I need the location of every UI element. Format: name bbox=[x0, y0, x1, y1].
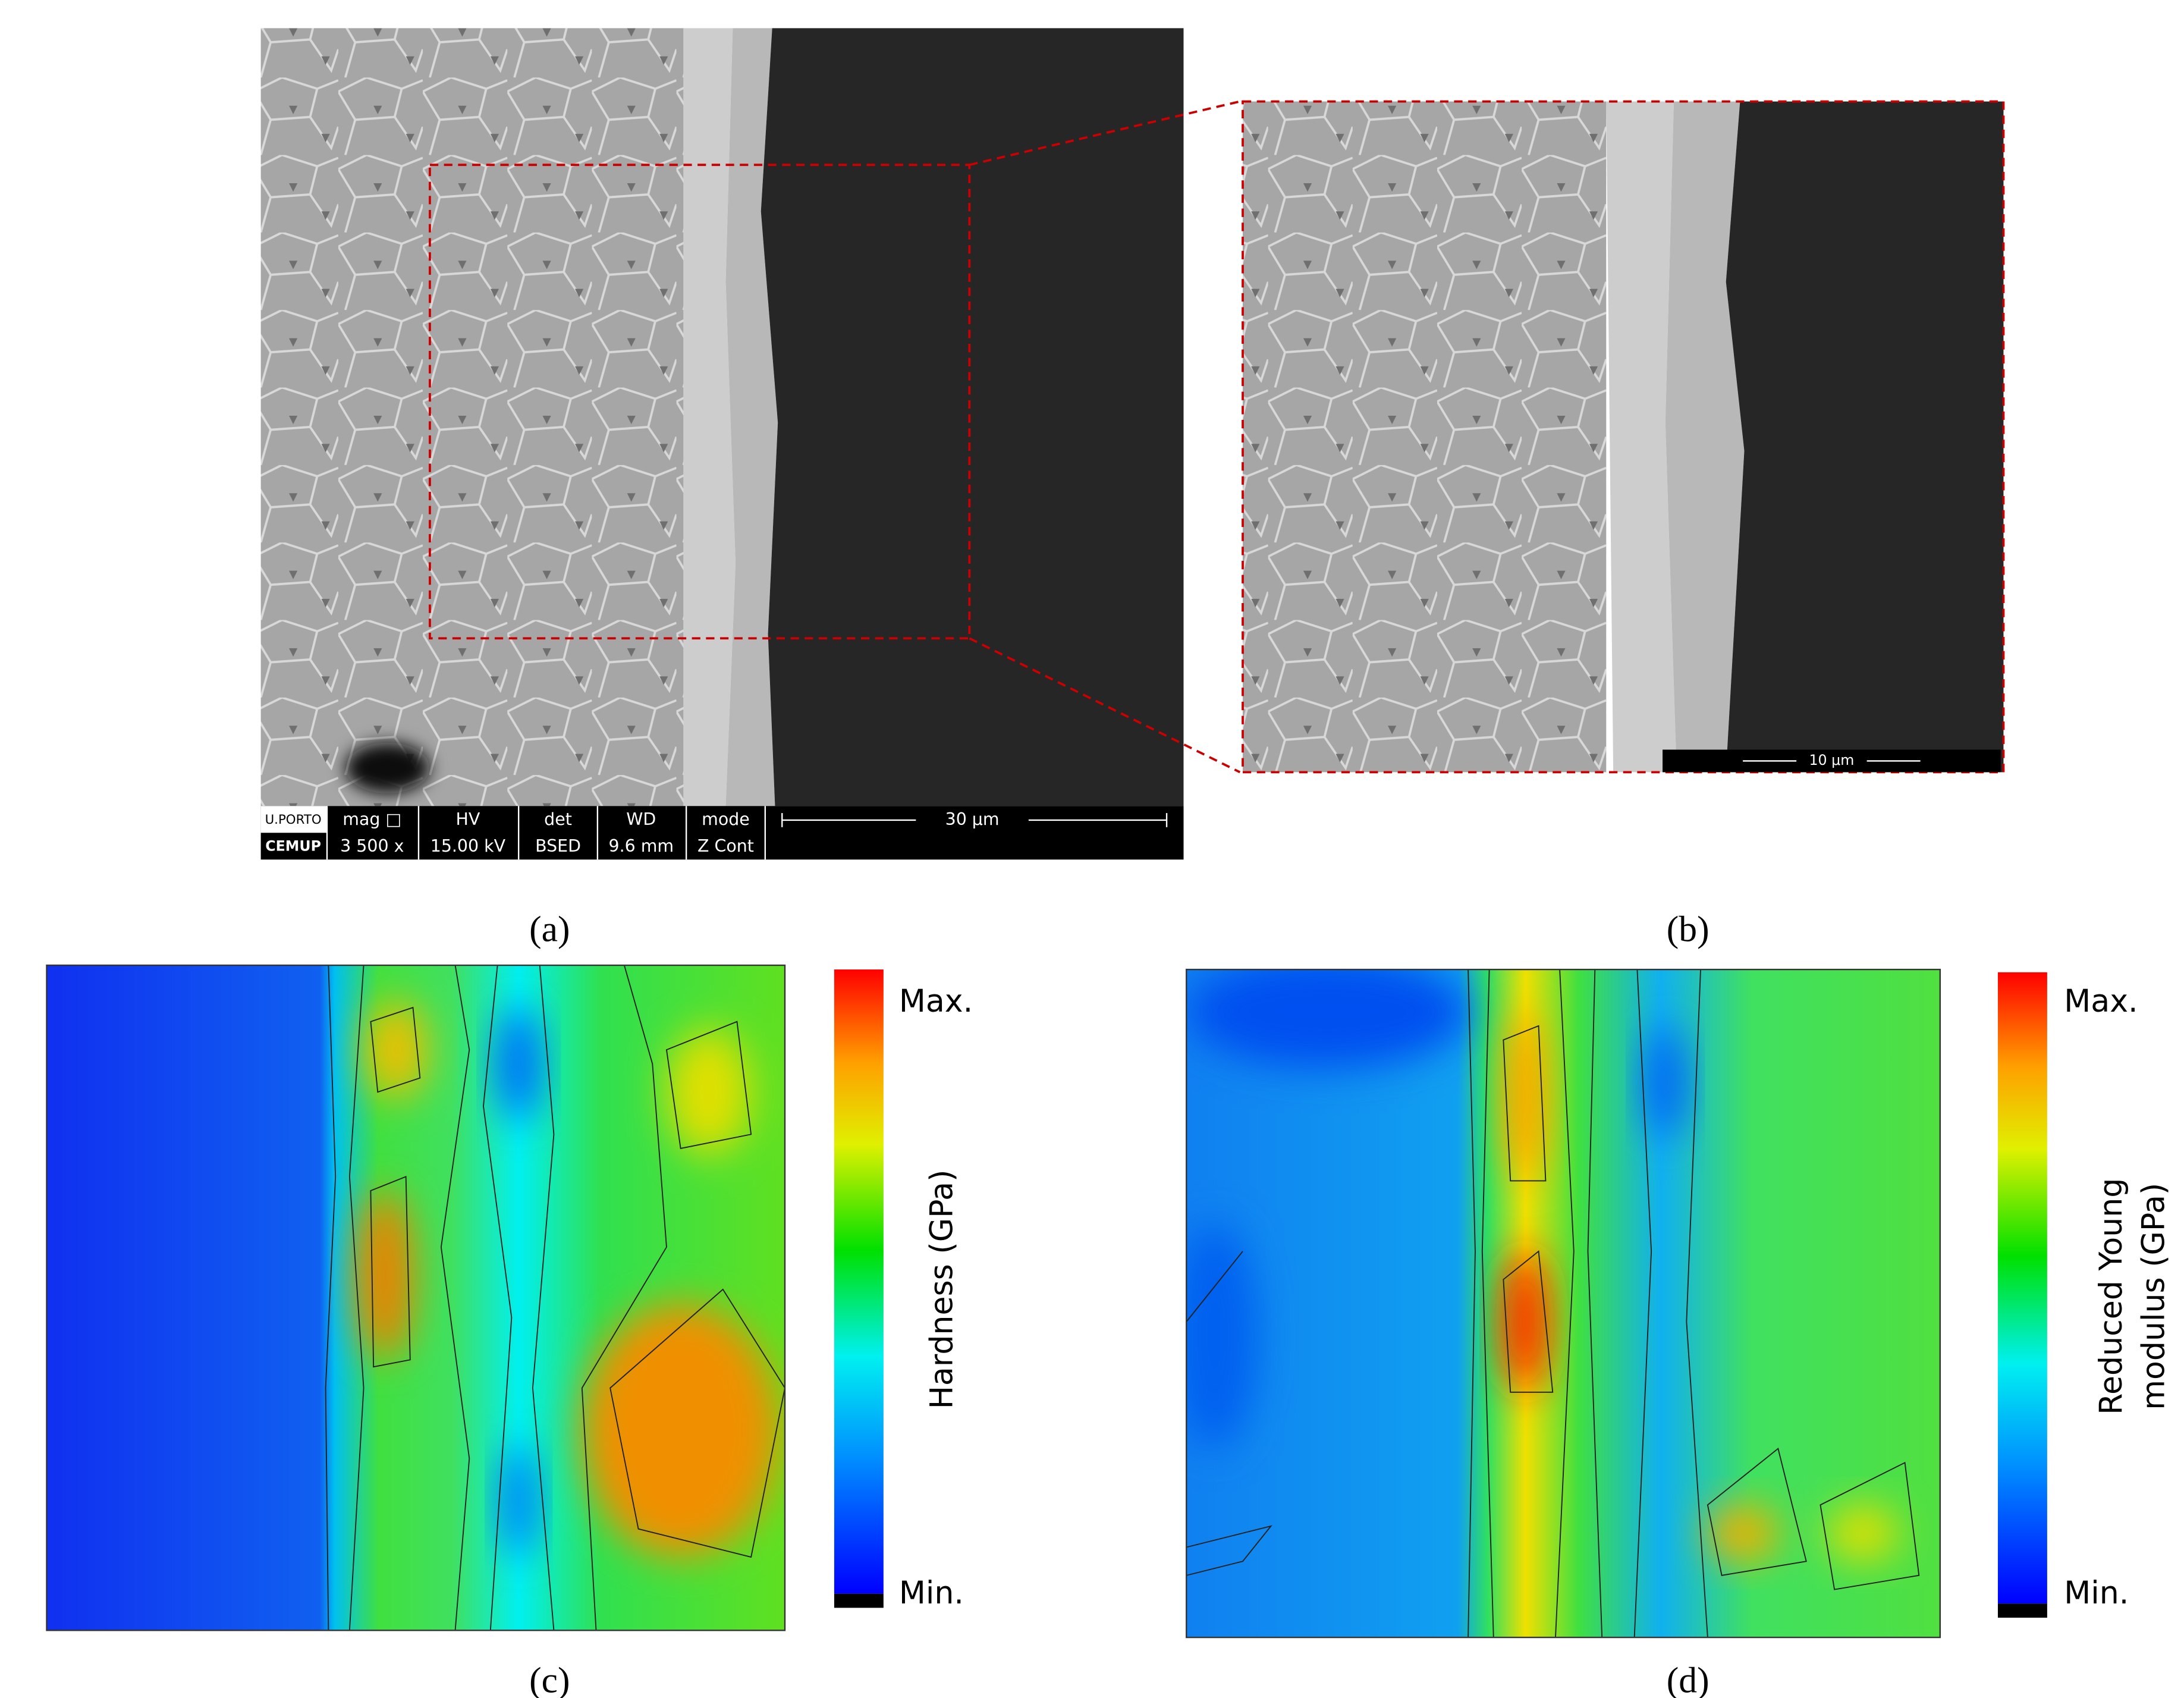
sem-image-b: 10 μm bbox=[1242, 100, 2005, 774]
info-header: det bbox=[544, 809, 572, 829]
panel-label: (c) bbox=[529, 1660, 570, 1698]
colorbar-min-swatch bbox=[834, 1593, 884, 1608]
info-value: 3 500 x bbox=[340, 836, 404, 856]
colorbar-title: Hardness (GPa) bbox=[925, 1170, 960, 1410]
info-value: 15.00 kV bbox=[430, 836, 506, 856]
sem-image-a bbox=[260, 28, 1241, 806]
colorbar-min: Min. bbox=[899, 1575, 964, 1611]
info-header: mag □ bbox=[342, 809, 401, 829]
info-header: mode bbox=[702, 809, 750, 829]
info-bar: U.PORTO CEMUP mag □ HV det WD mode 3 500… bbox=[260, 806, 1184, 860]
info-value: 9.6 mm bbox=[609, 836, 674, 856]
panel-label: (d) bbox=[1667, 1660, 1710, 1698]
colorbar-min-swatch bbox=[1997, 1603, 2047, 1618]
panel-label: (a) bbox=[529, 909, 570, 950]
colorbar bbox=[834, 969, 884, 1594]
colorbar-min: Min. bbox=[2064, 1575, 2129, 1611]
info-value: Z Cont bbox=[697, 836, 754, 856]
colorbar-max: Max. bbox=[2064, 984, 2138, 1019]
scale-bar-label: 30 μm bbox=[945, 809, 1000, 829]
info-header: HV bbox=[455, 809, 480, 829]
panel-label: (b) bbox=[1667, 909, 1710, 950]
hardness-map bbox=[46, 964, 786, 1631]
colorbar-title: Reduced Young bbox=[2094, 1178, 2129, 1415]
logo-text: CEMUP bbox=[265, 837, 321, 854]
scale-bar-label: 10 μm bbox=[1809, 752, 1854, 768]
info-value: BSED bbox=[535, 836, 581, 856]
info-header: WD bbox=[626, 809, 656, 829]
colorbar-title: modulus (GPa) bbox=[2136, 1183, 2172, 1410]
colorbar-max: Max. bbox=[899, 984, 973, 1019]
logo-text: U.PORTO bbox=[265, 812, 322, 827]
modulus-map bbox=[1186, 968, 1941, 1639]
colorbar bbox=[1997, 972, 2047, 1604]
